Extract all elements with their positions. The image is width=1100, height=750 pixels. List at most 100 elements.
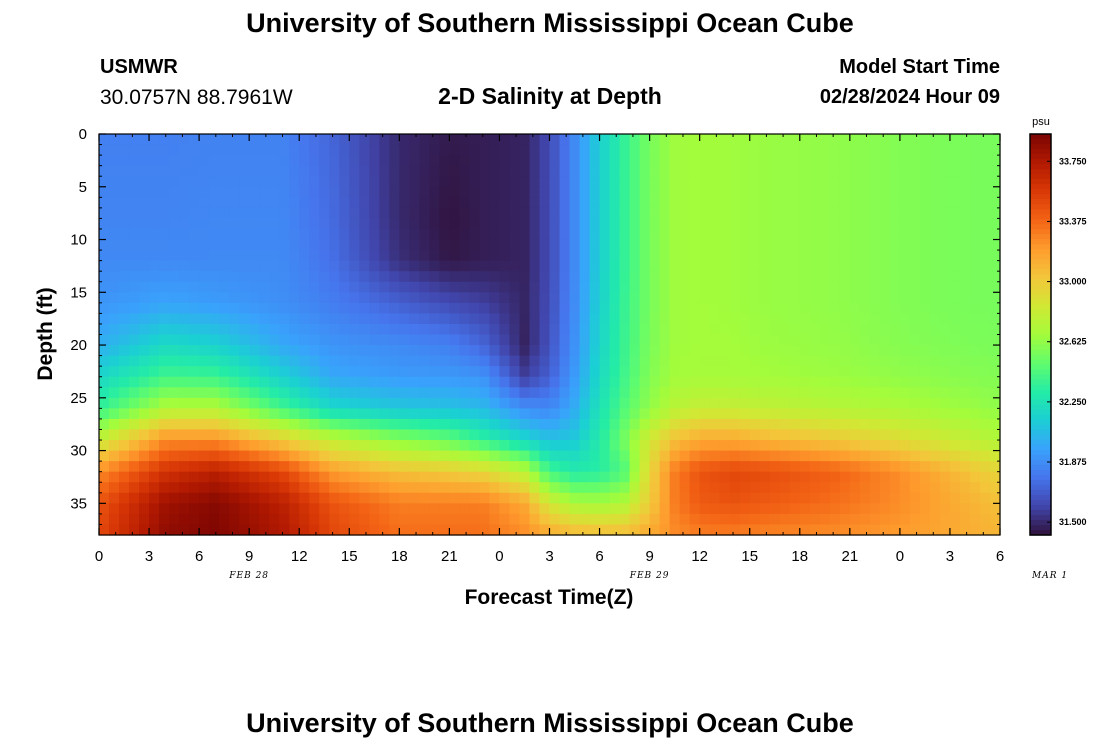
heatmap-cell: [769, 503, 781, 515]
colorbar-swatch: [1030, 404, 1051, 411]
heatmap-cell: [529, 461, 541, 473]
heatmap-cell: [149, 503, 160, 515]
heatmap-cell: [289, 271, 300, 283]
heatmap-cell: [609, 450, 621, 462]
heatmap-cell: [829, 366, 841, 378]
heatmap-cell: [899, 165, 911, 177]
heatmap-cell: [549, 408, 561, 420]
heatmap-cell: [419, 313, 430, 325]
heatmap-cell: [199, 165, 210, 177]
colorbar-swatch: [1030, 379, 1051, 386]
heatmap-cell: [319, 176, 330, 188]
heatmap-cell: [289, 366, 300, 378]
heatmap-cell: [889, 355, 901, 367]
heatmap-cell: [729, 186, 741, 198]
heatmap-cell: [119, 250, 130, 262]
heatmap-cell: [679, 355, 691, 367]
heatmap-cell: [179, 134, 190, 146]
heatmap-cell: [559, 176, 571, 188]
heatmap-cell: [919, 292, 931, 304]
heatmap-cell: [669, 376, 681, 388]
heatmap-cell: [469, 397, 481, 409]
heatmap-cell: [459, 186, 471, 198]
heatmap-cell: [989, 513, 1001, 526]
heatmap-cell: [249, 513, 260, 526]
heatmap-cell: [219, 492, 230, 504]
heatmap-cell: [399, 387, 410, 399]
heatmap-cell: [659, 302, 671, 314]
heatmap-cell: [699, 271, 711, 283]
heatmap-cell: [869, 503, 881, 515]
heatmap-cell: [149, 250, 160, 262]
heatmap-cell: [679, 345, 691, 357]
heatmap-cell: [719, 524, 731, 536]
heatmap-cell: [889, 250, 901, 262]
heatmap-cell: [309, 524, 320, 536]
y-tick-label: 25: [70, 390, 87, 407]
heatmap-cell: [189, 228, 200, 241]
heatmap-cell: [429, 165, 440, 177]
heatmap-cell: [329, 250, 340, 262]
heatmap-cell: [749, 376, 761, 388]
heatmap-cell: [859, 281, 871, 293]
heatmap-cell: [239, 144, 250, 156]
heatmap-cell: [839, 207, 851, 220]
heatmap-cell: [129, 281, 140, 293]
heatmap-cell: [669, 408, 681, 420]
heatmap-cell: [449, 482, 460, 494]
heatmap-cell: [559, 355, 571, 367]
heatmap-cell: [559, 323, 571, 336]
heatmap-cell: [549, 218, 561, 230]
heatmap-cell: [269, 144, 280, 156]
heatmap-cell: [789, 334, 801, 346]
heatmap-cell: [719, 134, 731, 146]
heatmap-cell: [529, 429, 541, 441]
heatmap-cell: [439, 176, 450, 188]
heatmap-cell: [549, 503, 561, 515]
heatmap-cell: [179, 387, 190, 399]
heatmap-cell: [189, 165, 200, 177]
heatmap-cell: [279, 429, 290, 441]
heatmap-cell: [279, 260, 290, 272]
heatmap-cell: [229, 323, 240, 336]
heatmap-cell: [689, 144, 701, 156]
heatmap-cell: [559, 524, 571, 536]
heatmap-cell: [129, 440, 140, 452]
heatmap-cell: [629, 366, 641, 378]
heatmap-cell: [259, 271, 270, 283]
heatmap-cell: [949, 323, 961, 336]
heatmap-cell: [419, 492, 430, 504]
colorbar-swatch: [1030, 349, 1051, 356]
heatmap-cell: [159, 471, 170, 483]
heatmap-cell: [829, 492, 841, 504]
heatmap-cell: [229, 429, 240, 441]
heatmap-cell: [679, 376, 691, 388]
heatmap-cell: [399, 461, 410, 473]
heatmap-cell: [119, 134, 130, 146]
heatmap-cell: [499, 292, 511, 304]
heatmap-cell: [969, 513, 981, 526]
heatmap-cell: [939, 334, 951, 346]
heatmap-cell: [729, 313, 741, 325]
colorbar-swatch: [1030, 459, 1051, 466]
heatmap-cell: [159, 387, 170, 399]
x-tick-label: 21: [841, 548, 858, 565]
heatmap-cell: [119, 271, 130, 283]
heatmap-cell: [689, 281, 701, 293]
heatmap-cell: [799, 250, 811, 262]
heatmap-cell: [259, 503, 270, 515]
heatmap-cell: [169, 440, 180, 452]
heatmap-cell: [639, 176, 651, 188]
heatmap-cell: [199, 355, 210, 367]
heatmap-cell: [499, 492, 511, 504]
heatmap-cell: [219, 503, 230, 515]
heatmap-cell: [539, 176, 551, 188]
heatmap-cell: [669, 281, 681, 293]
heatmap-cell: [399, 292, 410, 304]
heatmap-cell: [409, 524, 420, 536]
heatmap-cell: [989, 155, 1001, 167]
heatmap-cell: [879, 155, 891, 167]
heatmap-cell: [729, 155, 741, 167]
heatmap-cell: [179, 461, 190, 473]
heatmap-cell: [479, 207, 491, 220]
